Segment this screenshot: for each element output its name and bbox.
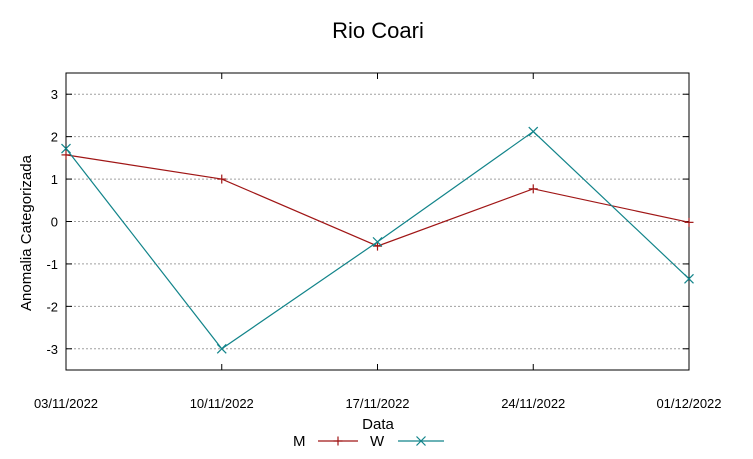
legend-swatch-m: [318, 436, 358, 446]
x-axis-ticks: 03/11/2022 10/11/2022 17/11/2022 24/11/2022…: [34, 73, 722, 411]
legend-label-m: M: [293, 433, 306, 450]
y-tick-label: 3: [51, 87, 58, 102]
grid-lines: [66, 93, 689, 350]
y-tick-label: -2: [46, 299, 58, 314]
y-axis-ticks: 3 2 1 0 -1 -2 -3: [46, 87, 689, 357]
legend: M W: [293, 433, 444, 450]
y-axis-title: Anomalia Categorizada: [18, 154, 35, 311]
series-m-point: [217, 174, 227, 184]
y-tick-label: 2: [51, 130, 58, 145]
series-m-point: [61, 150, 71, 160]
chart-title: Rio Coari: [332, 18, 424, 43]
series-m-point: [373, 241, 382, 251]
y-tick-label: -1: [46, 257, 58, 272]
legend-marker: [416, 436, 426, 446]
series-w-point: [372, 236, 383, 247]
series-lines: [61, 126, 694, 354]
series-w-point: [684, 273, 694, 284]
x-tick-label: 01/12/2022: [656, 396, 721, 411]
y-tick-label: -3: [46, 342, 58, 357]
y-tick-label: 0: [51, 215, 58, 230]
legend-label-w: W: [370, 433, 385, 450]
series-w-line: [65, 130, 690, 350]
legend-swatch-w: [398, 436, 444, 446]
x-tick-label: 10/11/2022: [190, 396, 254, 411]
x-tick-label: 03/11/2022: [34, 396, 98, 411]
series-w-point: [216, 343, 227, 354]
series-w-point: [528, 126, 539, 137]
series-m-point: [684, 217, 694, 227]
x-axis-title: Data: [362, 416, 394, 433]
x-tick-label: 24/11/2022: [501, 396, 565, 411]
legend-marker: [333, 436, 343, 446]
series-w-point: [61, 143, 71, 154]
series-m-point: [528, 184, 538, 194]
x-tick-label: 17/11/2022: [345, 396, 409, 411]
series-m-line: [65, 154, 690, 247]
y-tick-label: 1: [51, 172, 58, 187]
